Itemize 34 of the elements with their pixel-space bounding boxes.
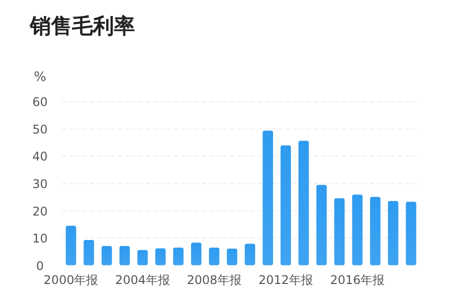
x-tick-label: 2016年报 bbox=[330, 273, 385, 287]
bar bbox=[262, 130, 274, 266]
y-tick-label: 60 bbox=[32, 95, 48, 110]
bar bbox=[280, 145, 291, 266]
bar bbox=[84, 240, 94, 266]
y-tick-label: 20 bbox=[32, 204, 48, 218]
x-tick-label: 2008年报 bbox=[186, 273, 242, 287]
bar bbox=[173, 248, 184, 266]
bar bbox=[137, 250, 148, 266]
bar bbox=[352, 194, 363, 266]
y-tick-label: 50 bbox=[32, 122, 48, 136]
y-tick-label: 10 bbox=[32, 232, 48, 246]
y-tick-label: 40 bbox=[32, 150, 48, 164]
bar bbox=[102, 246, 112, 266]
bar bbox=[155, 248, 166, 266]
x-tick-label: 2000年报 bbox=[44, 273, 98, 287]
bar bbox=[406, 202, 416, 266]
bar bbox=[334, 198, 345, 266]
bar bbox=[119, 246, 130, 266]
bar bbox=[388, 200, 398, 266]
bar bbox=[226, 248, 238, 266]
bar bbox=[66, 226, 76, 266]
y-tick-label: 0 bbox=[36, 258, 44, 273]
chart-title: 销售毛利率 bbox=[29, 14, 135, 38]
bar bbox=[370, 196, 380, 266]
x-tick-label: 2004年报 bbox=[115, 273, 170, 287]
y-tick-label: 30 bbox=[32, 177, 48, 191]
bar bbox=[191, 242, 202, 266]
bar bbox=[316, 184, 327, 266]
bar bbox=[208, 248, 220, 266]
y-axis-title: % bbox=[34, 70, 46, 85]
bar bbox=[244, 244, 256, 266]
x-tick-label: 2012年报 bbox=[258, 273, 314, 287]
bar bbox=[298, 140, 309, 266]
